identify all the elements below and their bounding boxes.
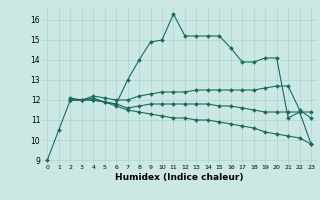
X-axis label: Humidex (Indice chaleur): Humidex (Indice chaleur) [115,173,244,182]
